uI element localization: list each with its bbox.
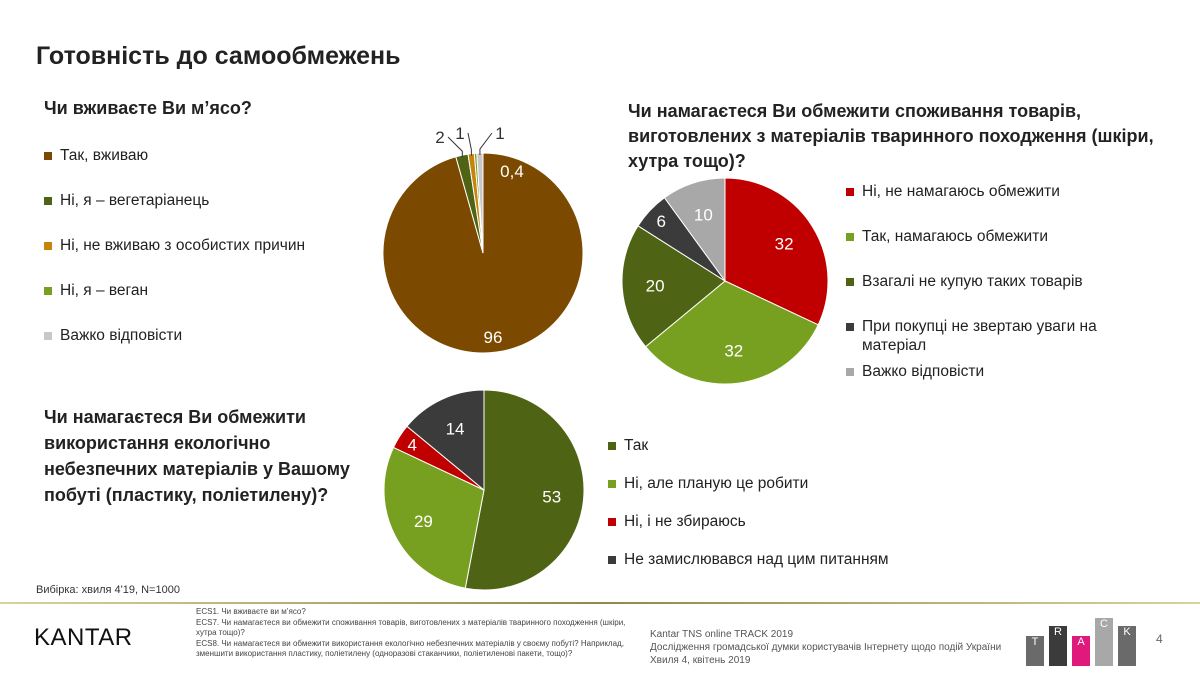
legend-item: Так, вживаю: [44, 146, 305, 165]
legend-swatch: [846, 233, 854, 241]
legend-swatch: [44, 287, 52, 295]
slice-value-label: 29: [414, 512, 433, 531]
pie-slice: [663, 177, 726, 283]
legend-item: Не замислювався над цим питанням: [608, 550, 948, 569]
legend-swatch: [608, 442, 616, 450]
legend-animal-materials: Ні, не намагаюсь обмежити Так, намагаюсь …: [846, 182, 1136, 407]
slice-value-label: 4: [407, 435, 416, 454]
legend-swatch: [44, 242, 52, 250]
legend-label: При покупці не звертаю уваги на матеріал: [862, 318, 1097, 354]
question-eco-materials: Чи намагаєтеся Ви обмежити використання …: [44, 407, 350, 505]
legend-swatch: [846, 368, 854, 376]
leader-line: [467, 132, 472, 156]
legend-eco-materials: Так Ні, але планую це робити Ні, і не збир…: [608, 436, 948, 588]
legend-label: Ні, але планую це робити: [624, 475, 809, 492]
slice-value-label: 0,4: [500, 162, 524, 181]
question-animal-materials: Чи намагаєтеся Ви обмежити споживання то…: [628, 101, 1154, 171]
pie-slice: [383, 446, 485, 589]
track-letter: T: [1026, 636, 1044, 666]
legend-swatch: [846, 323, 854, 331]
slice-value-label: 53: [542, 487, 561, 506]
slice-value-label: 2: [435, 128, 444, 147]
divider: [0, 602, 1200, 604]
track-letter: C: [1095, 618, 1113, 666]
slice-value-label: 10: [694, 205, 713, 224]
pie-slice: [644, 280, 819, 385]
track-letter: A: [1072, 636, 1090, 666]
legend-item: Ні, і не збираюсь: [608, 512, 948, 531]
legend-swatch: [44, 332, 52, 340]
footnotes: ECS1. Чи вживаєте ви м’ясо? ECS7. Чи нам…: [196, 607, 646, 660]
source-info: Kantar TNS online TRACK 2019 Дослідження…: [650, 628, 1001, 667]
pie-slice: [621, 225, 726, 348]
slice-value-label: 1: [495, 124, 504, 143]
question-meat: Чи вживаєте Ви м’ясо?: [44, 98, 252, 118]
legend-label: Так, вживаю: [60, 147, 149, 164]
legend-label: Ні, я – веган: [60, 282, 149, 299]
legend-label: Ні, і не збираюсь: [624, 513, 746, 530]
legend-swatch: [608, 480, 616, 488]
legend-item: Ні, не намагаюсь обмежити: [846, 182, 1136, 201]
legend-swatch: [608, 556, 616, 564]
legend-label: Важко відповісти: [862, 363, 985, 380]
slice-value-label: 32: [775, 234, 794, 253]
legend-label: Важко відповісти: [60, 327, 183, 344]
legend-swatch: [44, 152, 52, 160]
pie-slice: [406, 389, 485, 492]
slice-value-label: 14: [446, 419, 465, 438]
sample-note: Вибірка: хвиля 4'19, N=1000: [36, 584, 180, 596]
kantar-logo: KANTAR: [34, 624, 133, 651]
legend-label: Взагалі не купую таких товарів: [862, 273, 1083, 290]
legend-item: При покупці не звертаю уваги на матеріал: [846, 317, 1136, 355]
legend-label: Так: [624, 437, 649, 454]
source-line: Дослідження громадської думки користувач…: [650, 642, 1002, 653]
legend-swatch: [44, 197, 52, 205]
page-title: Готовність до самообмежень: [36, 42, 401, 70]
legend-meat: Так, вживаю Ні, я – вегетаріанець Ні, не в…: [44, 146, 305, 371]
legend-item: Взагалі не купую таких товарів: [846, 272, 1136, 291]
legend-item: Так: [608, 436, 948, 455]
legend-label: Не замислювався над цим питанням: [624, 551, 889, 568]
legend-item: Ні, не вживаю з особистих причин: [44, 236, 305, 255]
legend-label: Ні, я – вегетаріанець: [60, 192, 210, 209]
track-letter: R: [1049, 626, 1067, 666]
page-number: 4: [1156, 632, 1163, 646]
legend-item: Ні, але планую це робити: [608, 474, 948, 493]
legend-item: Ні, я – веган: [44, 281, 305, 300]
legend-item: Важко відповісти: [44, 326, 305, 345]
legend-swatch: [608, 518, 616, 526]
slice-value-label: 32: [724, 341, 743, 360]
leader-line: [479, 132, 493, 156]
legend-label: Так, намагаюсь обмежити: [862, 228, 1048, 245]
source-line: Хвиля 4, квітень 2019: [650, 655, 751, 666]
legend-label: Ні, не вживаю з особистих причин: [60, 237, 306, 254]
legend-item: Ні, я – вегетаріанець: [44, 191, 305, 210]
footnote: ECS8. Чи намагаєтеся ви обмежити викорис…: [196, 638, 624, 659]
pie-slice: [724, 177, 829, 326]
slice-value-label: 20: [646, 276, 665, 295]
track-logo: T R A C K: [1026, 618, 1141, 666]
legend-swatch: [846, 188, 854, 196]
footnote: ECS7. Чи намагаєтеся ви обмежити спожива…: [196, 617, 626, 638]
slice-value-label: 1: [455, 124, 464, 143]
source-line: Kantar TNS online TRACK 2019: [650, 629, 794, 640]
legend-swatch: [846, 278, 854, 286]
track-letter: K: [1118, 626, 1136, 666]
legend-item: Так, намагаюсь обмежити: [846, 227, 1136, 246]
footnote: ECS1. Чи вживаєте ви м’ясо?: [196, 607, 306, 616]
legend-label: Ні, не намагаюсь обмежити: [862, 183, 1060, 200]
slice-value-label: 96: [484, 328, 503, 347]
pie-slice: [464, 389, 585, 591]
legend-item: Важко відповісти: [846, 362, 1136, 381]
slice-value-label: 6: [656, 212, 665, 231]
leader-line: [447, 136, 463, 158]
